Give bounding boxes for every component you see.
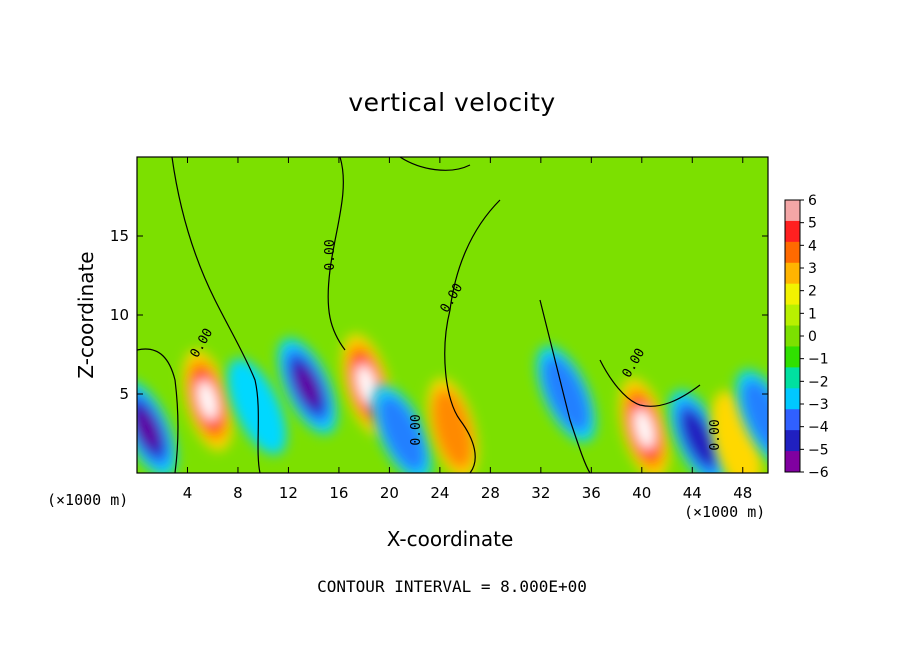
field-feature: [619, 378, 670, 473]
y-tick-label: 15: [110, 227, 129, 245]
x-tick-label: 4: [183, 484, 193, 502]
y-axis-label: Z-coordinate: [74, 251, 98, 379]
colorbar-tick-label: 5: [808, 216, 817, 232]
velocity-field: [137, 333, 768, 473]
x-tick-label: 32: [531, 484, 550, 502]
zero-contour-line: [444, 199, 501, 473]
colorbar-swatch: [785, 388, 800, 410]
x-axis: 4 8 12 16 20 24 28 32 36 40 44 48: [183, 157, 752, 502]
field-level: [295, 366, 320, 406]
colorbar-swatch: [785, 262, 800, 285]
y-axis: 5 10 15: [110, 227, 768, 403]
x-tick-label: 24: [430, 484, 449, 502]
x-tick-label: 40: [632, 484, 651, 502]
x-unit-label-left: (×1000 m): [47, 491, 129, 509]
x-unit-label-right: (×1000 m): [684, 503, 766, 521]
colorbar-swatch: [785, 346, 800, 368]
x-axis-label: X-coordinate: [386, 527, 514, 551]
colorbar-swatch: [785, 325, 800, 347]
field-level: [137, 409, 159, 448]
zero-contour-line: [137, 348, 179, 473]
field-feature: [372, 385, 432, 473]
y-tick-label: 10: [110, 306, 129, 324]
field-feature: [735, 369, 768, 466]
colorbar-tick-label: 2: [808, 284, 817, 300]
x-tick-label: 36: [582, 484, 601, 502]
colorbar-swatch: [785, 451, 800, 473]
colorbar-swatch: [785, 304, 800, 327]
field-level: [227, 358, 287, 455]
contour-label: 0.00: [409, 414, 424, 445]
zero-contour-line: [399, 157, 471, 171]
colorbar-swatch: [785, 367, 800, 389]
colorbar-swatch: [785, 409, 800, 431]
field-feature: [536, 345, 596, 443]
colorbar-swatch: [785, 430, 800, 452]
x-tick-label: 28: [481, 484, 500, 502]
field-feature: [137, 380, 177, 473]
field-feature: [227, 358, 287, 455]
colorbar-tick-label: 0: [808, 329, 817, 345]
colorbar-tick-label: 1: [808, 306, 817, 322]
x-tick-label: 16: [329, 484, 348, 502]
x-tick-label: 48: [733, 484, 752, 502]
colorbar-tick-label: 4: [808, 238, 817, 254]
chart-title: vertical velocity: [348, 88, 556, 117]
x-tick-label: 8: [233, 484, 243, 502]
colorbar-swatch: [785, 200, 800, 222]
colorbar-tick-label: −4: [808, 420, 829, 436]
field-level: [680, 409, 717, 468]
zero-contour-line: [171, 157, 261, 473]
contour-label: 0.00: [708, 419, 723, 450]
zero-contour-line: [599, 359, 701, 407]
colorbar-tick-label: −6: [808, 465, 829, 481]
zero-contour-line: [539, 299, 591, 473]
zero-contour-line: [327, 157, 346, 351]
colorbar-tick-label: −1: [808, 352, 829, 368]
colorbar-tick-label: −2: [808, 374, 829, 390]
field-level: [432, 388, 473, 470]
field-level: [378, 395, 426, 472]
x-tick-label: 20: [380, 484, 399, 502]
contour-interval-note: CONTOUR INTERVAL = 8.000E+00: [317, 577, 587, 596]
field-level: [197, 380, 218, 421]
y-tick-label: 5: [119, 385, 129, 403]
field-level: [741, 379, 768, 457]
field-level: [356, 364, 377, 405]
field-feature: [427, 378, 478, 473]
colorbar-swatch: [785, 283, 800, 306]
colorbar: 6 5 4 3 2 1 0 −1 −2 −3 −4 −5 −6: [784, 193, 829, 481]
x-tick-label: 12: [279, 484, 298, 502]
colorbar-tick-label: 6: [808, 193, 817, 209]
field-level: [542, 355, 590, 433]
field-feature: [277, 338, 338, 435]
field-level: [634, 408, 655, 449]
zero-contours: [137, 157, 701, 473]
colorbar-tick-label: −5: [808, 442, 829, 458]
colorbar-swatch: [785, 220, 800, 243]
field-feature: [668, 390, 729, 473]
x-tick-label: 44: [683, 484, 702, 502]
colorbar-swatch: [785, 241, 800, 264]
colorbar-tick-label: 3: [808, 261, 817, 277]
field-feature: [182, 349, 233, 451]
contour-label: 0.00: [323, 239, 338, 270]
colorbar-tick-label: −3: [808, 397, 829, 413]
